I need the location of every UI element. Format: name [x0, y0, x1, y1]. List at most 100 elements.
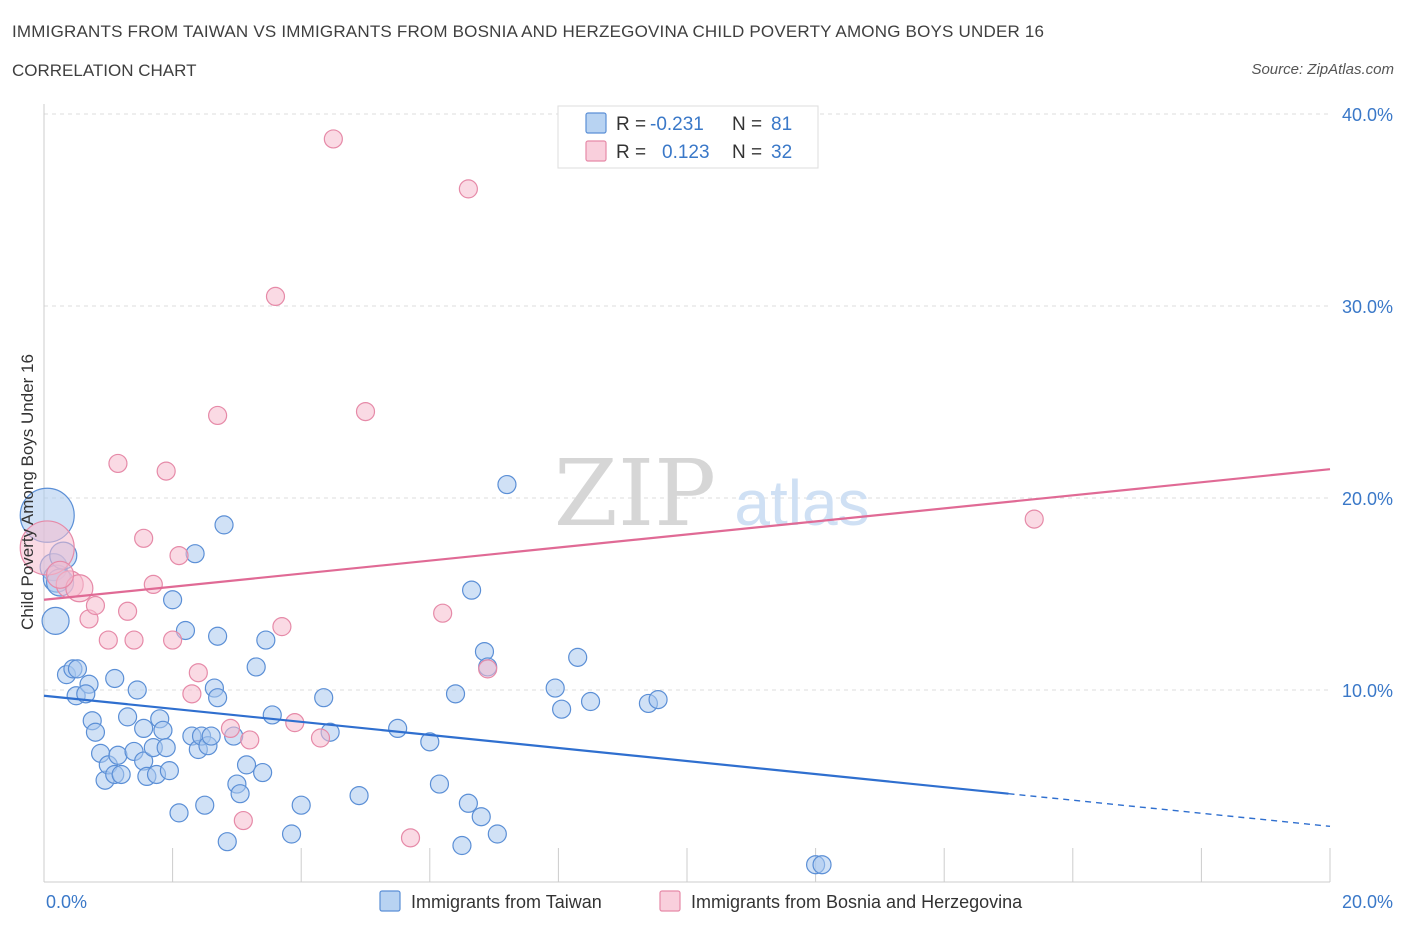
taiwan-point — [111, 764, 131, 785]
taiwan-point — [256, 630, 276, 650]
taiwan-point — [461, 580, 482, 600]
taiwan-point — [41, 606, 70, 635]
taiwan-point — [217, 832, 237, 852]
taiwan-point — [580, 691, 601, 712]
taiwan-point — [388, 718, 408, 739]
bosnia-point — [98, 630, 118, 650]
taiwan-point — [568, 647, 588, 667]
bosnia-point — [400, 828, 421, 848]
taiwan-trend-line — [43, 694, 1009, 795]
bosnia-point — [458, 179, 478, 199]
bosnia-point — [1024, 509, 1044, 529]
bosnia-point — [169, 545, 189, 566]
grid-lines — [44, 113, 1330, 691]
taiwan-point — [420, 732, 440, 752]
tick-labels: 10.0% 20.0% 30.0% 40.0% 0.0% 20.0% — [46, 105, 1393, 912]
taiwan-point — [156, 737, 176, 758]
bottom-legend-swatch-taiwan — [379, 890, 401, 912]
taiwan-point — [471, 807, 491, 827]
bosnia-point — [108, 453, 128, 474]
legend-n-label-pink: N = — [732, 142, 762, 163]
taiwan-point — [545, 678, 565, 698]
taiwan-point — [262, 705, 282, 725]
y-axis-title: Child Poverty Among Boys Under 16 — [18, 354, 37, 630]
taiwan-point — [108, 745, 128, 765]
bosnia-trend-line — [43, 468, 1331, 601]
taiwan-point — [195, 795, 215, 815]
bosnia-point — [117, 601, 138, 621]
taiwan-point — [552, 699, 572, 719]
taiwan-point — [163, 590, 183, 610]
taiwan-point — [452, 835, 472, 856]
series-bosnia-points — [19, 129, 1044, 848]
y-tick-label: 20.0% — [1342, 489, 1393, 509]
bosnia-point — [310, 728, 331, 748]
legend-n-label-blue: N = — [732, 114, 762, 135]
trend-lines — [43, 468, 1331, 828]
y-tick-label: 30.0% — [1342, 297, 1393, 317]
taiwan-point — [127, 680, 147, 700]
taiwan-point — [175, 620, 196, 641]
taiwan-point — [349, 785, 369, 806]
x-tick-label: 0.0% — [46, 892, 87, 912]
bosnia-point — [85, 595, 106, 616]
taiwan-point — [105, 668, 125, 689]
taiwan-point — [214, 515, 234, 535]
watermark-zip: ZIP — [554, 440, 716, 547]
legend-swatch-blue — [585, 112, 607, 134]
legend-swatch-pink — [585, 140, 607, 162]
taiwan-point — [445, 684, 466, 704]
taiwan-point — [314, 688, 334, 708]
bottom-legend-swatch-bosnia — [659, 890, 681, 912]
bottom-legend-label-taiwan: Immigrants from Taiwan — [411, 892, 602, 912]
taiwan-point — [230, 784, 250, 804]
bosnia-point — [156, 461, 176, 481]
legend-r-value-pink: 0.123 — [662, 142, 710, 163]
legend-box: R = -0.231 N = 81 R = 0.123 N = 32 — [557, 105, 819, 169]
bosnia-point — [355, 402, 376, 422]
legend-n-value-pink: 32 — [771, 142, 792, 163]
taiwan-point — [169, 803, 189, 823]
bosnia-point — [233, 810, 253, 831]
bosnia-point — [163, 630, 183, 650]
bosnia-point — [124, 630, 144, 650]
taiwan-point — [185, 544, 205, 564]
taiwan-point — [159, 761, 179, 781]
taiwan-point — [253, 762, 273, 783]
taiwan-point — [236, 755, 257, 775]
legend-r-label-blue: R = — [616, 114, 646, 135]
taiwan-point — [208, 688, 228, 708]
legend-r-label-pink: R = — [616, 142, 646, 163]
taiwan-point — [208, 626, 228, 646]
bosnia-point — [143, 574, 163, 595]
taiwan-point — [497, 474, 517, 495]
bosnia-point — [240, 730, 260, 750]
taiwan-point — [117, 707, 138, 727]
chart-title: IMMIGRANTS FROM TAIWAN VS IMMIGRANTS FRO… — [12, 22, 1045, 41]
bosnia-point — [45, 560, 75, 589]
taiwan-point — [201, 726, 221, 746]
taiwan-point — [153, 720, 173, 740]
bosnia-point — [272, 617, 292, 637]
taiwan-point — [487, 824, 507, 844]
y-tick-label: 10.0% — [1342, 681, 1393, 701]
bosnia-point — [323, 129, 343, 149]
legend-r-value-blue: -0.231 — [650, 114, 704, 135]
bottom-legend: Immigrants from Taiwan Immigrants from B… — [379, 890, 1023, 912]
taiwan-point — [458, 793, 478, 813]
bosnia-point — [478, 659, 498, 679]
taiwan-point — [812, 855, 832, 875]
bosnia-point — [208, 405, 228, 426]
bosnia-point — [188, 663, 208, 683]
taiwan-point — [429, 774, 450, 794]
taiwan-point — [648, 689, 668, 710]
legend-n-value-blue: 81 — [771, 114, 792, 135]
bottom-legend-label-bosnia: Immigrants from Bosnia and Herzegovina — [691, 892, 1023, 912]
taiwan-point — [134, 718, 154, 739]
taiwan-point — [291, 795, 311, 815]
bosnia-point — [182, 684, 202, 704]
taiwan-trend-extension — [1008, 792, 1331, 828]
chart-subtitle: CORRELATION CHART — [12, 61, 197, 80]
taiwan-point — [76, 684, 96, 704]
